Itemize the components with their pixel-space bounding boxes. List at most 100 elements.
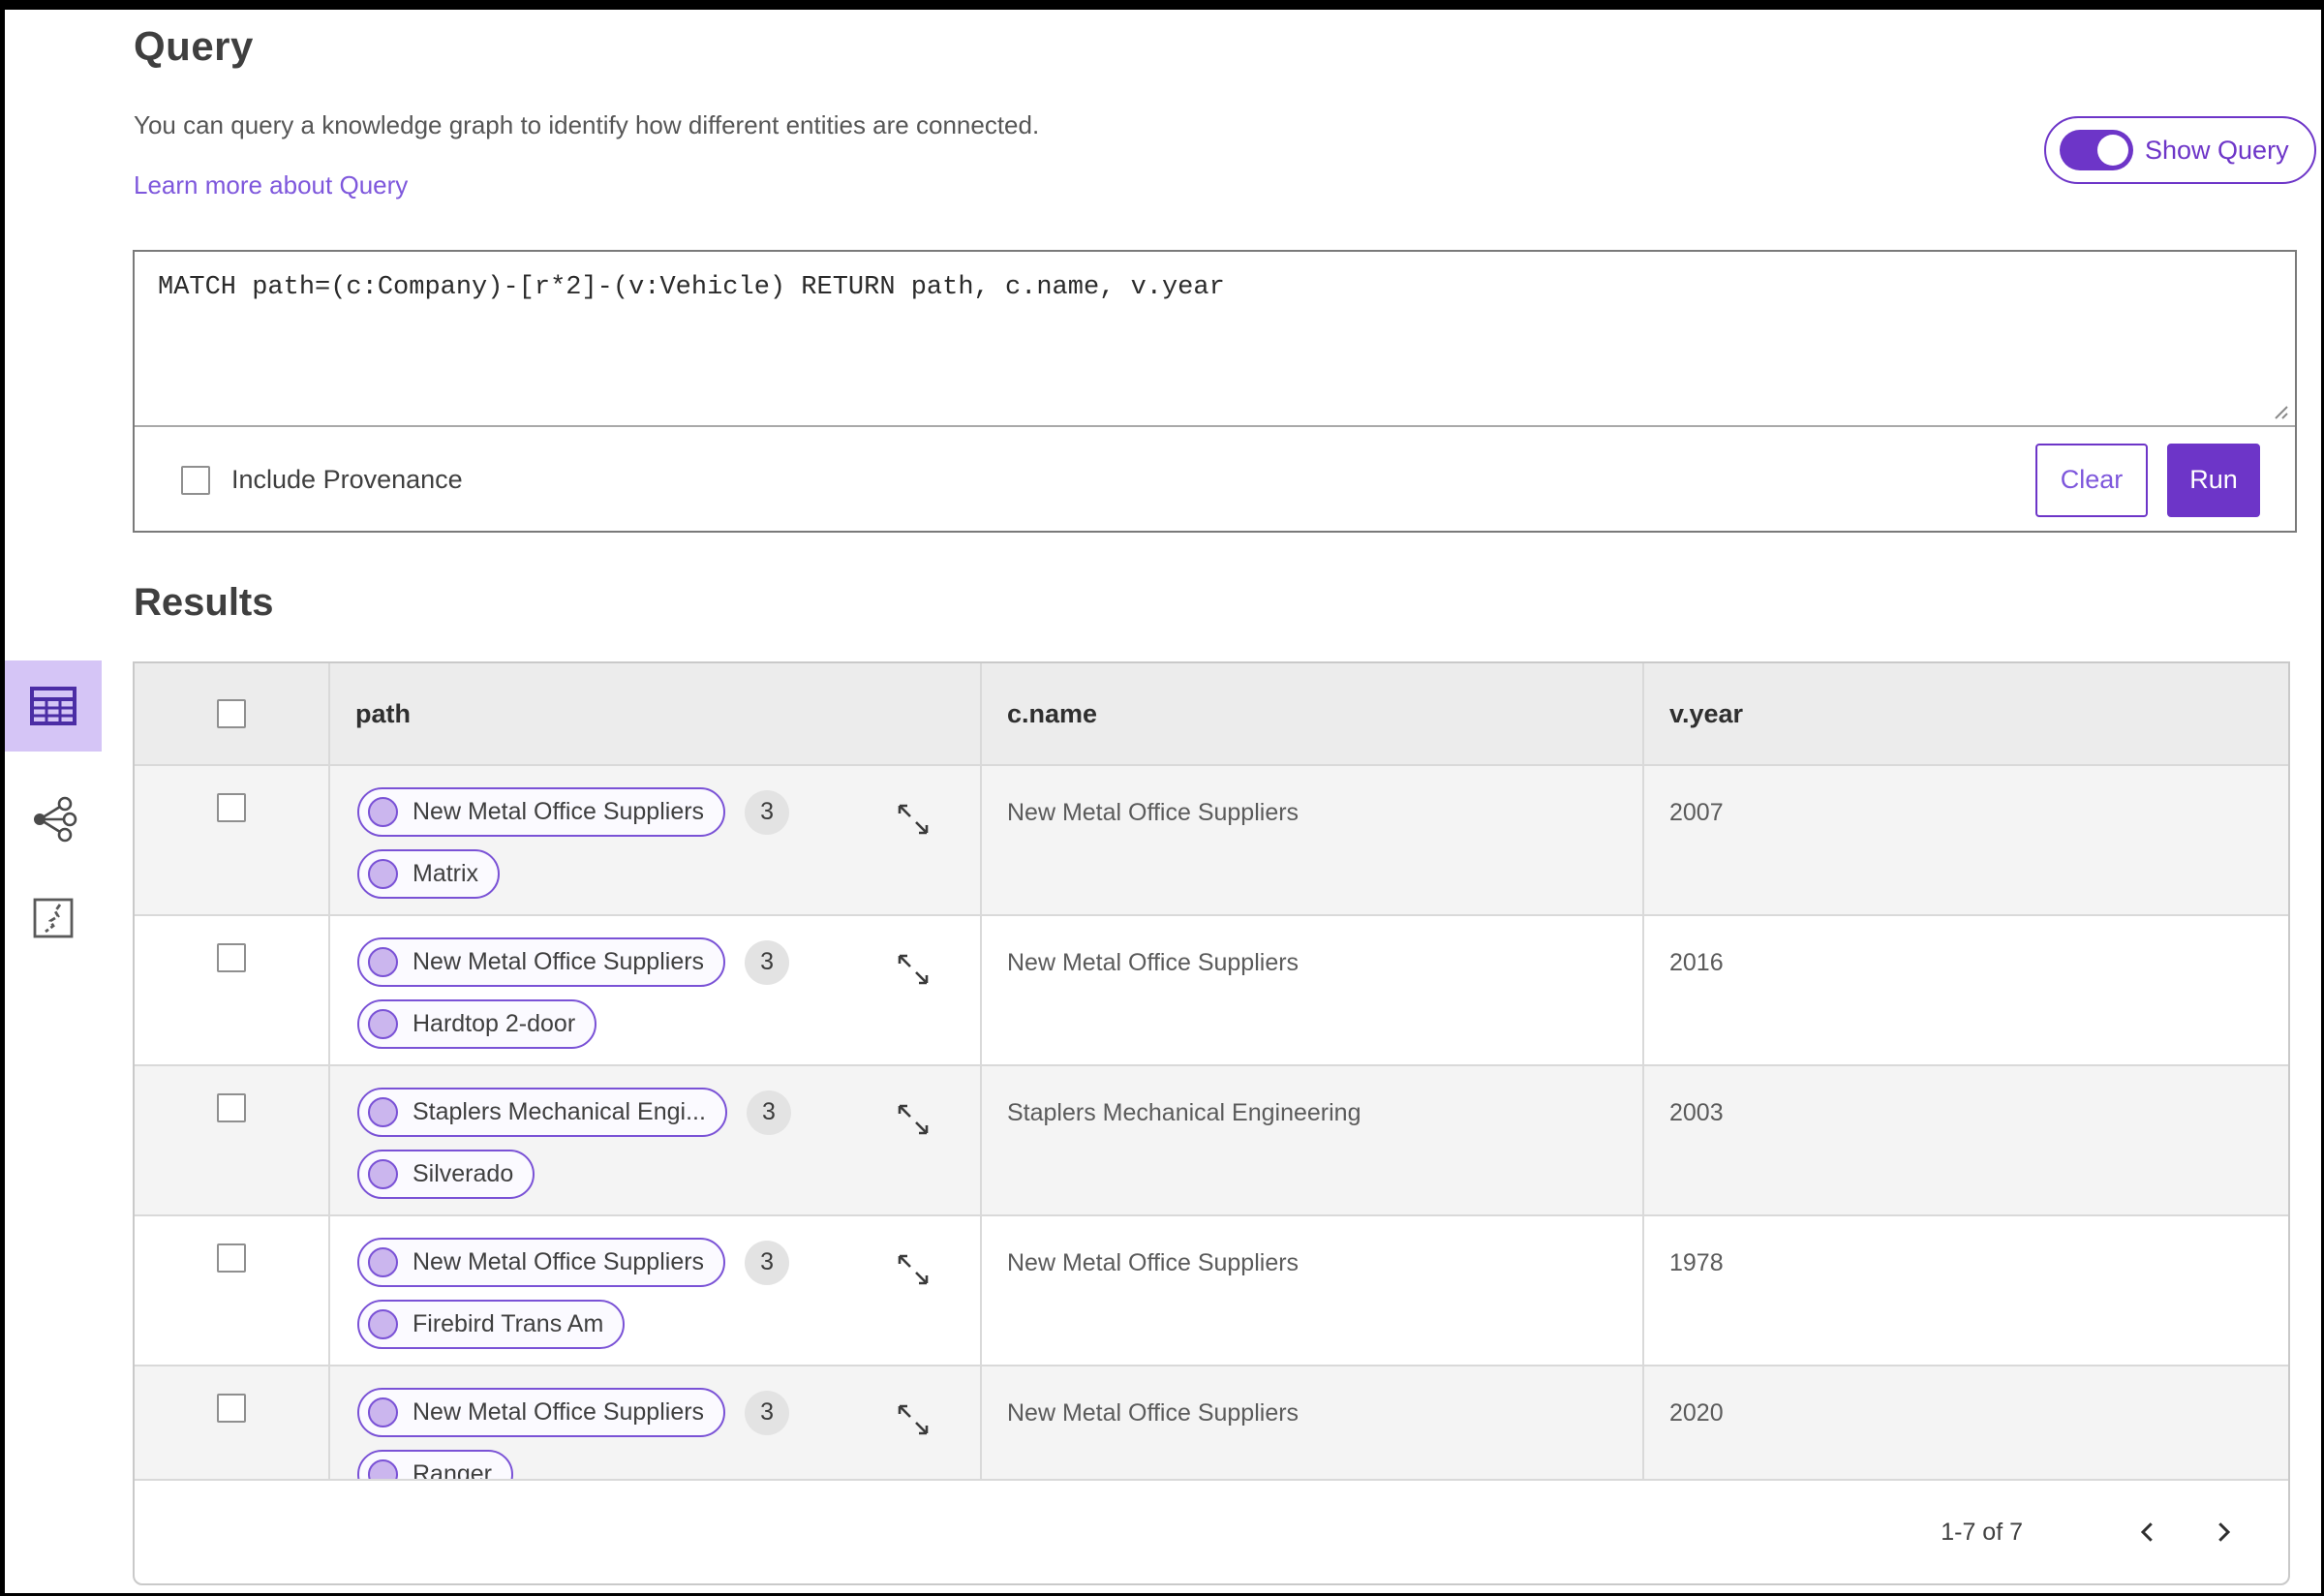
row-checkbox[interactable] — [217, 943, 246, 972]
path-pill-primary-label: New Metal Office Suppliers — [413, 798, 705, 825]
chevron-left-icon — [2140, 1522, 2153, 1542]
select-all-checkbox[interactable] — [217, 699, 246, 728]
path-node-pill[interactable]: Silverado — [357, 1150, 535, 1199]
table-row: New Metal Office Suppliers 3 Hardtop 2-d… — [135, 914, 2288, 1064]
include-provenance-checkbox[interactable] — [181, 465, 210, 495]
expand-icon[interactable] — [893, 1399, 933, 1440]
path-count-badge: 3 — [745, 939, 790, 985]
node-dot-icon — [368, 1397, 398, 1427]
path-cell: New Metal Office Suppliers 3 Hardtop 2-d… — [328, 916, 980, 1064]
table-row: New Metal Office Suppliers 3 Matrix New … — [135, 764, 2288, 914]
cell-c-name: Staplers Mechanical Engineering — [980, 1066, 1642, 1214]
node-dot-icon — [368, 1159, 398, 1189]
page-title: Query — [134, 23, 254, 69]
path-pill-secondary-label: Firebird Trans Am — [413, 1310, 604, 1337]
toggle-knob — [2097, 135, 2128, 166]
path-cell: New Metal Office Suppliers 3 Matrix — [328, 766, 980, 914]
path-count-badge: 3 — [746, 1090, 791, 1135]
path-node-pill[interactable]: Matrix — [357, 849, 501, 899]
clear-button[interactable]: Clear — [2035, 443, 2148, 517]
node-dot-icon — [368, 797, 398, 827]
node-dot-icon — [368, 1309, 398, 1339]
path-node-pill[interactable]: New Metal Office Suppliers — [357, 787, 726, 837]
graph-view-button[interactable] — [5, 788, 102, 850]
cell-c-name: New Metal Office Suppliers — [980, 916, 1642, 1064]
show-query-label: Show Query — [2145, 135, 2289, 165]
learn-more-link[interactable]: Learn more about Query — [134, 170, 409, 200]
cell-c-name: New Metal Office Suppliers — [980, 1366, 1642, 1479]
path-count-badge: 3 — [745, 789, 790, 835]
path-pill-primary-label: New Metal Office Suppliers — [413, 1248, 705, 1275]
include-provenance-option[interactable]: Include Provenance — [181, 465, 463, 495]
results-title: Results — [134, 581, 274, 624]
cell-v-year: 2007 — [1642, 766, 2288, 914]
table-row: Staplers Mechanical Engi... 3 Silverado … — [135, 1064, 2288, 1214]
cell-c-name: New Metal Office Suppliers — [980, 1216, 1642, 1365]
cell-v-year: 1978 — [1642, 1216, 2288, 1365]
path-pill-primary-label: New Metal Office Suppliers — [413, 948, 705, 975]
column-header-v-year: v.year — [1642, 663, 2288, 764]
path-pill-secondary-label: Hardtop 2-door — [413, 1010, 576, 1037]
path-node-pill[interactable]: New Metal Office Suppliers — [357, 1238, 726, 1287]
table-header-row: path c.name v.year — [135, 663, 2288, 764]
column-header-c-name: c.name — [980, 663, 1642, 764]
path-cell: New Metal Office Suppliers 3 Firebird Tr… — [328, 1216, 980, 1365]
column-header-path: path — [328, 663, 980, 764]
chart-view-icon — [33, 898, 74, 938]
query-input[interactable]: MATCH path=(c:Company)-[r*2]-(v:Vehicle)… — [135, 252, 2295, 425]
results-view-rail — [5, 660, 111, 949]
expand-icon[interactable] — [893, 949, 933, 990]
path-node-pill[interactable]: Ranger — [357, 1450, 513, 1479]
path-count-badge: 3 — [745, 1240, 790, 1285]
path-count-badge: 3 — [745, 1390, 790, 1435]
path-node-pill[interactable]: Hardtop 2-door — [357, 999, 597, 1049]
node-dot-icon — [368, 859, 398, 889]
row-checkbox[interactable] — [217, 1243, 246, 1273]
expand-icon[interactable] — [893, 1249, 933, 1290]
table-view-button[interactable] — [5, 660, 102, 752]
row-checkbox[interactable] — [217, 1394, 246, 1423]
pagination-next-button[interactable] — [2186, 1518, 2261, 1547]
query-editor-panel: MATCH path=(c:Company)-[r*2]-(v:Vehicle)… — [133, 250, 2297, 533]
table-body: New Metal Office Suppliers 3 Matrix New … — [135, 764, 2288, 1479]
row-checkbox[interactable] — [217, 793, 246, 822]
run-button[interactable]: Run — [2167, 443, 2260, 517]
table-view-icon — [30, 687, 76, 725]
path-node-pill[interactable]: New Metal Office Suppliers — [357, 1388, 726, 1437]
cell-c-name: New Metal Office Suppliers — [980, 766, 1642, 914]
table-row: New Metal Office Suppliers 3 Firebird Tr… — [135, 1214, 2288, 1365]
expand-icon[interactable] — [893, 1099, 933, 1140]
path-cell: New Metal Office Suppliers 3 Ranger — [328, 1366, 980, 1479]
cell-v-year: 2016 — [1642, 916, 2288, 1064]
cell-v-year: 2003 — [1642, 1066, 2288, 1214]
node-dot-icon — [368, 1459, 398, 1479]
path-pill-primary-label: New Metal Office Suppliers — [413, 1398, 705, 1426]
path-node-pill[interactable]: Staplers Mechanical Engi... — [357, 1088, 727, 1137]
node-dot-icon — [368, 1247, 398, 1277]
chart-view-button[interactable] — [5, 887, 102, 949]
toggle-switch-icon[interactable] — [2060, 130, 2133, 170]
network-graph-view-icon — [34, 796, 77, 843]
node-dot-icon — [368, 1097, 398, 1127]
query-controls-bar: Include Provenance Clear Run — [135, 425, 2295, 533]
include-provenance-label: Include Provenance — [231, 465, 463, 494]
page-description: You can query a knowledge graph to ident… — [134, 110, 1040, 139]
query-text: MATCH path=(c:Company)-[r*2]-(v:Vehicle)… — [158, 273, 1225, 302]
chevron-right-icon — [2218, 1522, 2231, 1542]
path-pill-secondary-label: Matrix — [413, 860, 479, 887]
pagination-prev-button[interactable] — [2110, 1518, 2186, 1547]
show-query-toggle[interactable]: Show Query — [2044, 116, 2316, 184]
table-footer: 1-7 of 7 — [135, 1479, 2288, 1583]
cell-v-year: 2020 — [1642, 1366, 2288, 1479]
table-row: New Metal Office Suppliers 3 Ranger New … — [135, 1365, 2288, 1479]
path-node-pill[interactable]: New Metal Office Suppliers — [357, 937, 726, 987]
path-pill-secondary-label: Silverado — [413, 1160, 514, 1187]
resize-handle-icon[interactable] — [2268, 399, 2289, 420]
path-node-pill[interactable]: Firebird Trans Am — [357, 1300, 626, 1349]
path-cell: Staplers Mechanical Engi... 3 Silverado — [328, 1066, 980, 1214]
path-pill-primary-label: Staplers Mechanical Engi... — [413, 1098, 706, 1125]
expand-icon[interactable] — [893, 799, 933, 840]
row-checkbox[interactable] — [217, 1093, 246, 1122]
node-dot-icon — [368, 947, 398, 977]
